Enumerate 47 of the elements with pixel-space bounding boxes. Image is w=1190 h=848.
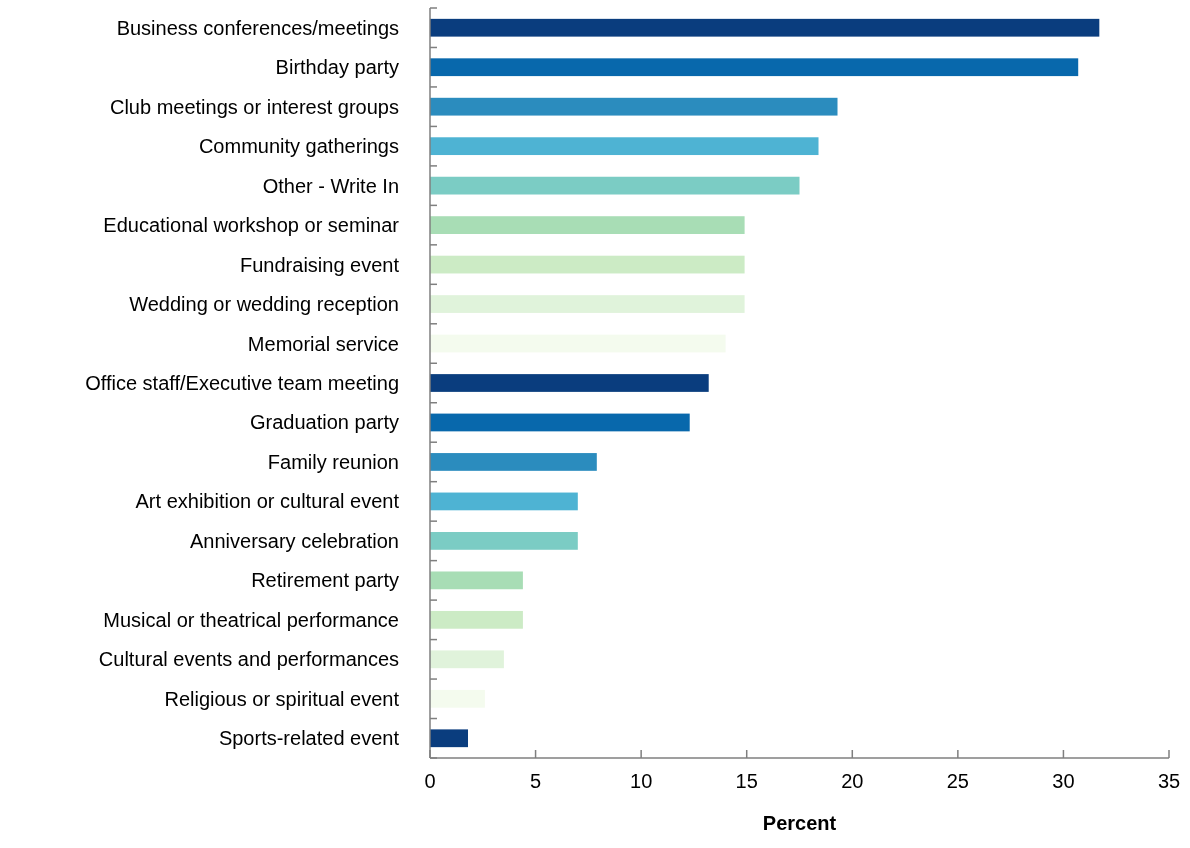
bar <box>430 18 1100 37</box>
y-tick-label: Business conferences/meetings <box>116 16 399 39</box>
y-tick-label: Office staff/Executive team meeting <box>85 372 399 394</box>
x-tick-label: 10 <box>630 770 653 792</box>
y-tick-label: Fundraising event <box>240 253 400 276</box>
y-tick-label: Cultural events and performances <box>98 648 399 671</box>
bar <box>430 571 523 590</box>
x-tick-label: 0 <box>424 770 436 792</box>
y-tick-label: Sports-related event <box>218 727 400 750</box>
y-tick-label: Religious or spiritual event <box>164 687 400 710</box>
bar <box>430 689 485 708</box>
bar <box>430 97 838 116</box>
bar <box>430 374 709 392</box>
x-tick-label: 35 <box>1157 770 1181 792</box>
y-tick-label: Musical or theatrical performance <box>103 608 399 631</box>
x-tick-label: 25 <box>946 770 969 792</box>
x-tick-label: 20 <box>841 770 864 792</box>
bar <box>430 650 504 669</box>
x-tick-label: 5 <box>530 770 542 792</box>
bar <box>430 295 745 313</box>
y-tick-label: Anniversary celebration <box>190 529 399 552</box>
y-tick-label: Wedding or wedding reception <box>129 293 399 316</box>
y-tick-label: Retirement party <box>251 569 399 592</box>
y-tick-label: Educational workshop or seminar <box>103 214 400 237</box>
y-tick-label: Club meetings or interest groups <box>109 95 399 118</box>
y-tick-label: Family reunion <box>267 450 399 473</box>
bar <box>430 58 1079 77</box>
bar <box>430 532 578 550</box>
y-tick-label: Community gatherings <box>198 135 399 158</box>
x-axis-title: Percent <box>762 812 837 834</box>
x-tick-label: 15 <box>735 770 758 792</box>
bar <box>430 610 523 629</box>
bar <box>430 729 469 748</box>
y-tick-label: Other - Write In <box>262 174 399 197</box>
bar <box>430 413 690 432</box>
y-tick-label: Graduation party <box>250 411 399 434</box>
bar <box>430 255 745 274</box>
bar <box>430 492 578 511</box>
bar <box>430 453 597 471</box>
bar <box>430 176 800 195</box>
bar <box>430 334 726 353</box>
y-tick-label: Art exhibition or cultural event <box>135 490 400 513</box>
y-tick-label: Birthday party <box>275 56 399 79</box>
bar <box>430 137 819 156</box>
bar <box>430 216 745 234</box>
x-tick-label: 30 <box>1052 770 1075 792</box>
y-tick-label: Memorial service <box>247 332 399 355</box>
